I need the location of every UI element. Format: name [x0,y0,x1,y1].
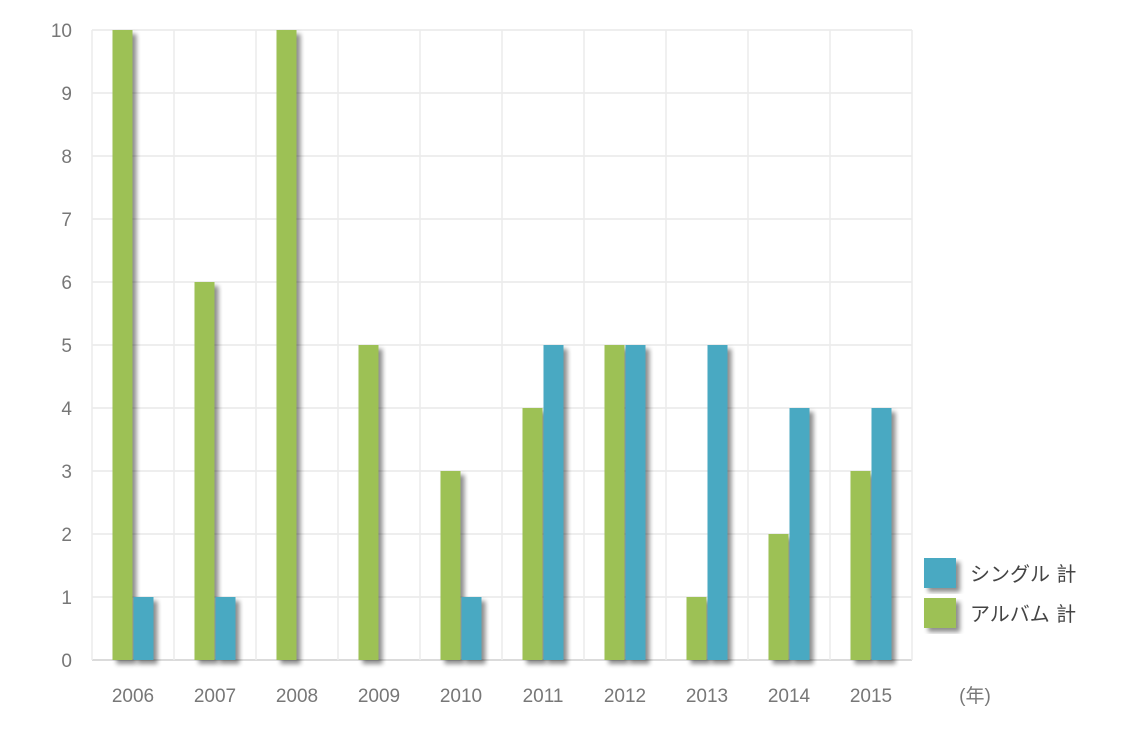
bar [358,345,379,660]
x-axis-ticks: 2006 2007 2008 2009 2010 2011 2012 2013 2014 2015 [112,686,892,707]
y-tick-label: 3 [61,462,72,483]
bar [543,345,564,660]
bars [112,30,892,660]
bar [789,408,810,660]
x-tick-label: 2015 [850,686,892,707]
y-tick-label: 6 [61,273,72,294]
legend-swatch [924,558,956,588]
bar [871,408,892,660]
x-tick-label: 2014 [768,686,811,707]
legend-label: アルバム 計 [970,602,1076,626]
grid-lines [91,29,913,661]
bar [768,534,789,660]
bar [276,30,297,660]
y-tick-label: 7 [61,210,72,231]
bar [215,597,236,660]
x-tick-label: 2006 [112,686,154,707]
bar [440,471,461,660]
y-tick-label: 5 [61,336,72,357]
x-tick-label: 2013 [686,686,728,707]
legend-swatch [924,598,956,628]
bar [604,345,625,660]
x-tick-label: 2012 [604,686,646,707]
x-tick-label: 2009 [358,686,400,707]
bar [112,30,133,660]
x-tick-label: 2011 [523,686,564,707]
x-tick-label: 2008 [276,686,318,707]
bar [686,597,707,660]
y-tick-label: 9 [61,84,72,105]
bar [850,471,871,660]
y-tick-label: 4 [61,399,72,420]
y-tick-label: 8 [61,147,72,168]
y-tick-label: 0 [61,651,72,672]
x-tick-label: 2010 [440,686,482,707]
bar [707,345,728,660]
x-axis-unit-label: (年) [959,685,991,707]
y-axis-ticks: 0 1 2 3 4 5 6 7 8 9 10 [51,21,73,672]
bar [522,408,543,660]
bar [625,345,646,660]
y-tick-label: 1 [61,588,72,609]
bar [194,282,215,660]
bar [133,597,154,660]
legend-label: シングル 計 [970,562,1076,586]
y-tick-label: 10 [51,21,72,42]
x-tick-label: 2007 [194,686,236,707]
bar [461,597,482,660]
y-tick-label: 2 [61,525,72,546]
